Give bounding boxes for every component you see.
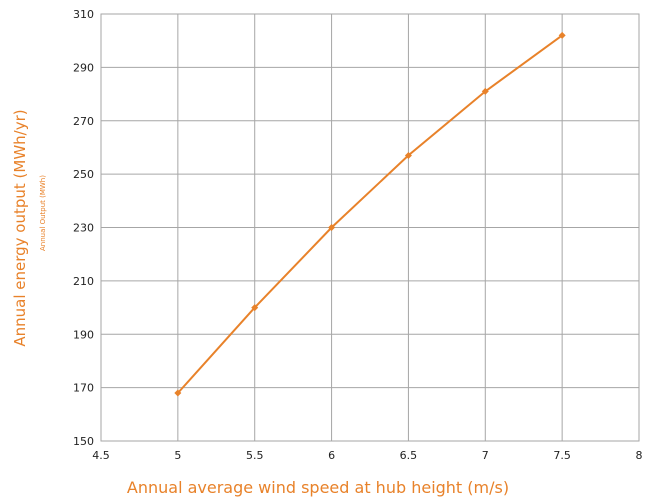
x-tick-labels: 4.5 5 5.5 6 6.5 7 7.5 8: [92, 449, 642, 462]
x-tick-label: 4.5: [92, 449, 110, 462]
x-tick-label: 5.5: [246, 449, 264, 462]
plot-frame: [100, 13, 640, 442]
y-tick-label: 150: [73, 435, 94, 448]
series-line: [177, 34, 563, 394]
y-tick-label: 290: [73, 61, 94, 74]
series-layer: [174, 31, 566, 397]
x-tick-label: 8: [636, 449, 643, 462]
y-axis-secondary-title: Annual Output (MWh): [39, 175, 47, 251]
x-tick-label: 6: [328, 449, 335, 462]
x-tick-label: 6.5: [400, 449, 418, 462]
y-tick-label: 270: [73, 115, 94, 128]
y-tick-label: 230: [73, 222, 94, 235]
y-axis-title: Annual energy output (MWh/yr): [11, 109, 29, 346]
x-tick-label: 7.5: [553, 449, 571, 462]
data-point-marker: [481, 87, 489, 95]
y-tick-labels: 150 170 190 210 230 250 270 290 310: [73, 8, 94, 448]
x-tick-label: 7: [482, 449, 489, 462]
y-tick-label: 190: [73, 328, 94, 341]
y-tick-label: 170: [73, 382, 94, 395]
data-point-marker: [251, 304, 259, 312]
data-point-marker: [174, 389, 182, 397]
y-tick-label: 210: [73, 275, 94, 288]
y-tick-label: 310: [73, 8, 94, 21]
y-tick-label: 250: [73, 168, 94, 181]
data-point-marker: [328, 224, 336, 231]
data-point-marker: [558, 31, 566, 39]
x-axis-title: Annual average wind speed at hub height …: [127, 478, 509, 497]
data-point-marker: [404, 151, 412, 159]
grid-lines: [100, 13, 640, 442]
x-tick-label: 5: [174, 449, 181, 462]
